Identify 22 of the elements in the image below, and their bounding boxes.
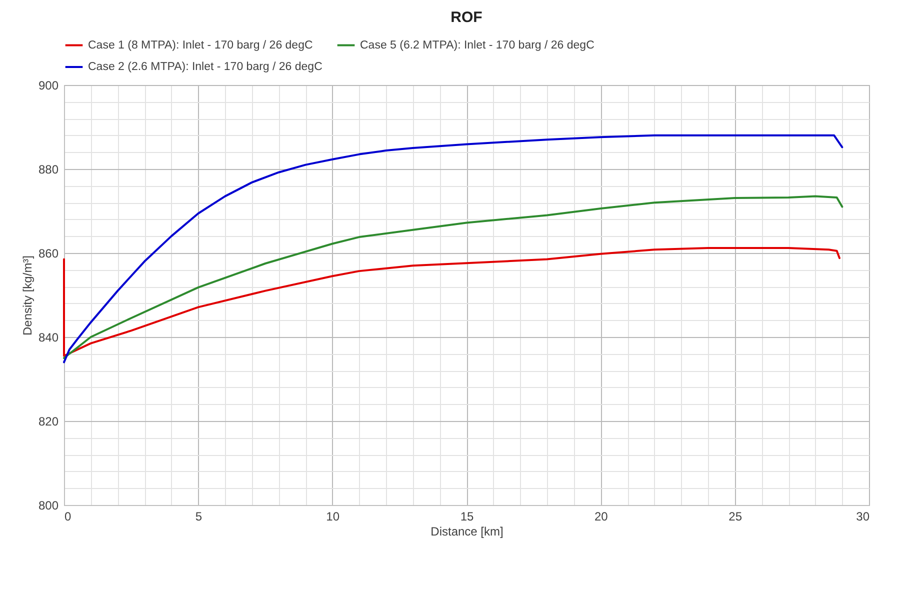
legend-label: Case 1 (8 MTPA): Inlet - 170 barg / 26 degC [88, 39, 313, 52]
y-tick-label: 820 [38, 414, 59, 428]
legend-label: Case 2 (2.6 MTPA): Inlet - 170 barg / 26 degC [88, 61, 322, 73]
y-tick-label: 860 [38, 246, 59, 260]
y-tick-label: 800 [38, 498, 59, 512]
y-tick-label: 900 [38, 78, 59, 92]
x-tick-label: 30 [856, 510, 870, 524]
y-tick-label: 840 [38, 330, 59, 344]
line-series [63, 195, 844, 359]
y-tick-label: 880 [38, 162, 59, 176]
line-series [63, 134, 844, 364]
x-tick-label: 25 [728, 510, 742, 524]
x-tick-label: 5 [195, 510, 202, 524]
x-tick-label: 0 [64, 510, 72, 524]
line-series [63, 246, 840, 357]
chart-title: ROF [450, 9, 482, 26]
legend-label: Case 5 (6.2 MTPA): Inlet - 170 barg / 26 degC [360, 39, 594, 52]
x-axis-title: Distance [km] [430, 524, 504, 538]
x-tick-label: 15 [460, 510, 474, 524]
y-axis-title: Density [kg/m³] [20, 255, 34, 336]
x-tick-label: 10 [326, 510, 340, 524]
x-tick-label: 20 [594, 510, 608, 524]
